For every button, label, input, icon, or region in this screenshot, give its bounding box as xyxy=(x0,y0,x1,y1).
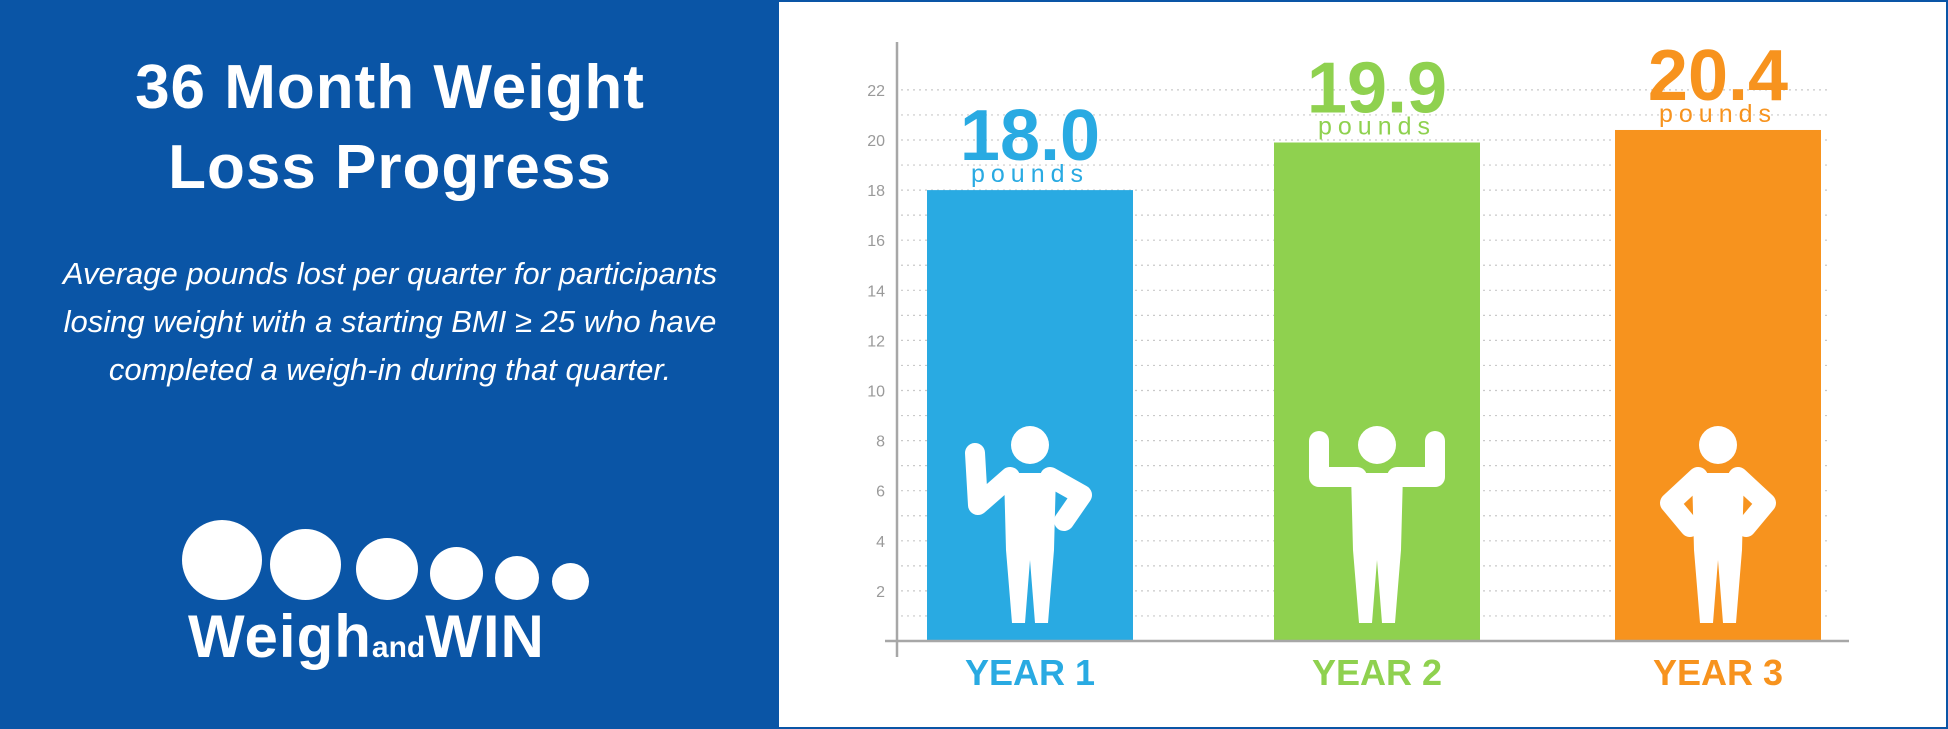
y-tick-label: 14 xyxy=(867,283,885,300)
page-title: 36 Month Weight Loss Progress xyxy=(40,48,740,208)
weigh-and-win-logo: WeighandWIN xyxy=(170,515,610,675)
logo-dot-5 xyxy=(495,556,539,600)
unit-label: pounds xyxy=(1659,100,1777,128)
unit-label: pounds xyxy=(1318,113,1436,141)
x-tick-label: YEAR 1 xyxy=(965,652,1095,693)
icon-arm xyxy=(1728,467,1776,537)
bar xyxy=(1274,142,1480,641)
icon-arm xyxy=(1660,467,1708,537)
hands-on-hips-person-icon xyxy=(1660,426,1776,623)
icon-head xyxy=(1358,426,1396,464)
title-line-1: 36 Month Weight xyxy=(135,53,645,122)
logo-dot-6 xyxy=(552,563,589,600)
y-tick-label: 20 xyxy=(867,133,885,150)
chart-description: Average pounds lost per quarter for part… xyxy=(62,256,718,387)
y-tick-label: 18 xyxy=(867,183,885,200)
icon-arm xyxy=(1309,431,1367,487)
waving-person-icon xyxy=(965,426,1092,623)
icon-body xyxy=(1351,473,1403,623)
bar xyxy=(1615,129,1821,641)
title-line-2: Loss Progress xyxy=(168,133,612,202)
icon-body xyxy=(1004,473,1056,623)
y-tick-label: 6 xyxy=(876,484,885,501)
x-tick-label: YEAR 2 xyxy=(1312,652,1442,693)
logo-wordmark: WeighandWIN xyxy=(188,603,545,670)
bar xyxy=(927,190,1133,641)
icon-arm xyxy=(1387,431,1445,487)
icon-head xyxy=(1699,426,1737,464)
chart-panel: 2 4 6 8 10 12 14 16 18 20 22 18.0 pounds YEAR 1 19.9 po… xyxy=(779,2,1946,727)
logo-dot-3 xyxy=(356,538,418,600)
y-tick-label: 16 xyxy=(867,233,885,250)
icon-head xyxy=(1011,426,1049,464)
info-panel: 36 Month Weight Loss Progress Average po… xyxy=(0,0,780,729)
logo-dot-4 xyxy=(430,547,483,600)
unit-label: pounds xyxy=(971,160,1089,188)
icon-arm xyxy=(965,443,1020,515)
icon-arm xyxy=(1040,467,1092,531)
data-label: 19.9 xyxy=(1307,49,1447,129)
x-tick-label: YEAR 3 xyxy=(1653,652,1783,693)
y-tick-label: 22 xyxy=(867,83,885,100)
y-tick-label: 12 xyxy=(867,333,885,350)
icon-body xyxy=(1692,473,1744,623)
y-tick-label: 10 xyxy=(867,384,885,401)
logo-dot-1 xyxy=(182,520,262,600)
logo-dot-2 xyxy=(270,529,341,600)
data-label: 18.0 xyxy=(960,96,1100,176)
flexing-person-icon xyxy=(1309,426,1445,623)
y-tick-label: 8 xyxy=(876,434,885,451)
data-label: 20.4 xyxy=(1648,36,1788,116)
y-tick-label: 2 xyxy=(876,584,885,601)
y-tick-label: 4 xyxy=(876,534,885,551)
